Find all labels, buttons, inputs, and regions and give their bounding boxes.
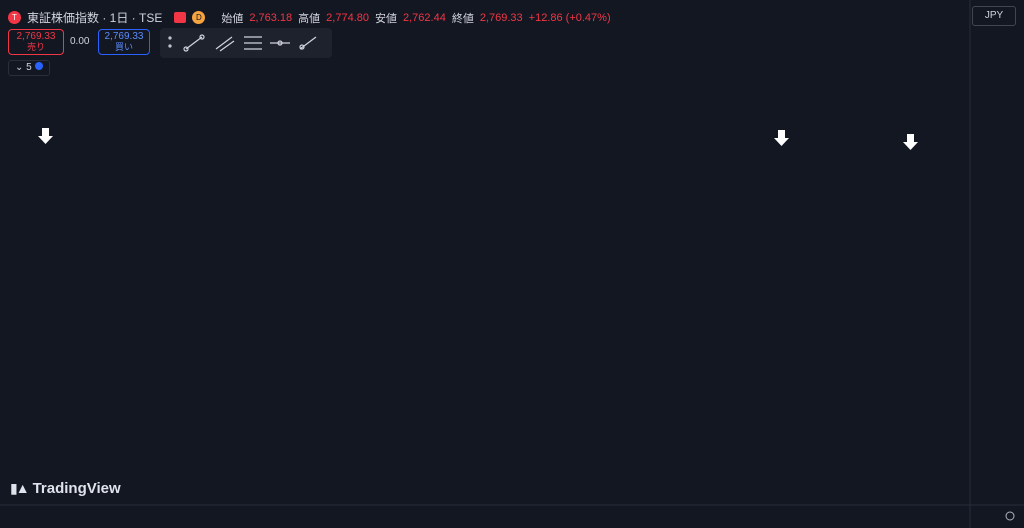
tool-ray[interactable] xyxy=(299,36,317,50)
tool-trend[interactable] xyxy=(185,36,203,50)
currency-button[interactable]: JPY xyxy=(972,6,1016,26)
spread: 0.00 xyxy=(70,36,90,47)
arrow-marker xyxy=(903,134,918,150)
low-label: 安値 xyxy=(375,12,397,25)
indicator-toggle[interactable]: ⌄ 5 xyxy=(8,60,50,76)
open-label: 始値 xyxy=(221,12,244,25)
open: 2,763.18 xyxy=(249,11,293,24)
logo: ▮▲ TradingView xyxy=(10,480,121,497)
close-label: 終値 xyxy=(451,12,474,25)
drawing-toolbar xyxy=(160,28,332,58)
buy-price: 2,769.33 xyxy=(104,31,144,42)
header: T 東証株価指数 · 1日 · TSE D 始値 2,763.18 高値 2,774… xyxy=(8,9,611,26)
high: 2,774.80 xyxy=(326,11,369,24)
arrow-marker xyxy=(38,128,53,144)
settings-icon[interactable] xyxy=(1005,511,1015,521)
tool-channel[interactable] xyxy=(215,36,235,52)
drag-handle[interactable] xyxy=(168,36,172,40)
sell-price: 2,769.33 xyxy=(16,31,56,42)
sell-button[interactable]: 2,769.33 売り xyxy=(8,29,64,55)
close: 2,769.33 xyxy=(479,11,523,24)
tool-fib[interactable] xyxy=(244,36,262,50)
flag-icon[interactable] xyxy=(174,12,187,23)
logo-mark: ▮▲ xyxy=(10,480,30,496)
symbol[interactable]: 東証株価指数 · 1日 · TSE xyxy=(27,11,163,25)
badge[interactable]: D xyxy=(192,11,206,24)
change: +12.86 (+0.47%) xyxy=(528,11,611,24)
logo-text: TradingView xyxy=(32,480,121,497)
sell-label: 売り xyxy=(26,42,45,52)
buy-label: 買い xyxy=(114,42,133,52)
arrow-marker xyxy=(774,130,789,146)
symbol-icon: T xyxy=(8,11,21,24)
buy-button[interactable]: 2,769.33 買い xyxy=(98,29,150,55)
high-label: 高値 xyxy=(298,12,321,25)
low: 2,762.44 xyxy=(403,11,446,24)
indicator-count: 5 xyxy=(26,62,32,73)
arrows xyxy=(38,128,918,150)
